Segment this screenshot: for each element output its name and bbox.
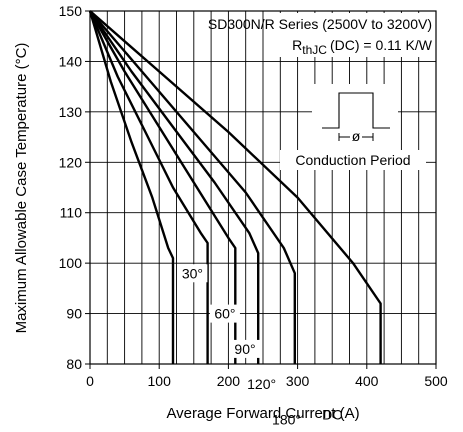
conduction-period-inset: ø Conduction Period: [280, 84, 426, 170]
x-tick-label: 200: [217, 373, 241, 389]
y-tick-label: 130: [59, 104, 83, 120]
series-label: 120°: [247, 376, 276, 392]
series-line: [88, 10, 209, 364]
x-axis-title: Average Forward Current (A): [166, 405, 359, 422]
conduction-pulse-icon: [322, 92, 390, 129]
y-axis-title: Maximum Allowable Case Temperature (°C): [13, 43, 30, 334]
x-tick-label: 0: [86, 373, 94, 389]
conduction-period-label: Conduction Period: [295, 152, 410, 168]
grid-lines: [90, 11, 436, 364]
series-line: [89, 10, 260, 364]
curves: [88, 10, 382, 364]
series-line: [89, 10, 296, 364]
conduction-angle-symbol: ø: [352, 128, 361, 144]
series-annotation: SD300N/R Series (2500V to 3200V): [208, 16, 432, 32]
series-line: [88, 10, 237, 364]
y-tick-label: 110: [60, 205, 83, 221]
y-tick-label: 100: [59, 255, 83, 271]
y-tick-label: 140: [59, 53, 83, 69]
rth-annotation: RthJC (DC) = 0.11 K/W: [292, 37, 433, 57]
y-tick-label: 90: [66, 306, 82, 322]
series-label: 60°: [214, 306, 235, 322]
series-labels: 30° 60° 90° 120° 180° DC: [177, 264, 344, 429]
series-label: 180°: [272, 412, 301, 428]
y-tick-label: 150: [59, 3, 83, 19]
series-label: DC: [322, 406, 342, 422]
series-label: 30°: [182, 265, 203, 281]
series-line: [88, 10, 175, 364]
ticks: 0 100 200 300 400 500 80 90 100 110 120 130 140 150: [59, 3, 448, 389]
x-tick-label: 100: [148, 373, 172, 389]
y-tick-label: 80: [66, 356, 82, 372]
x-tick-label: 400: [355, 373, 379, 389]
y-tick-label: 120: [59, 154, 83, 170]
x-tick-label: 300: [286, 373, 310, 389]
annotation-box: [270, 13, 434, 57]
x-tick-label: 500: [424, 373, 448, 389]
series-line: [89, 10, 382, 364]
series-label: 90°: [234, 341, 255, 357]
plot-frame: [89, 10, 437, 365]
